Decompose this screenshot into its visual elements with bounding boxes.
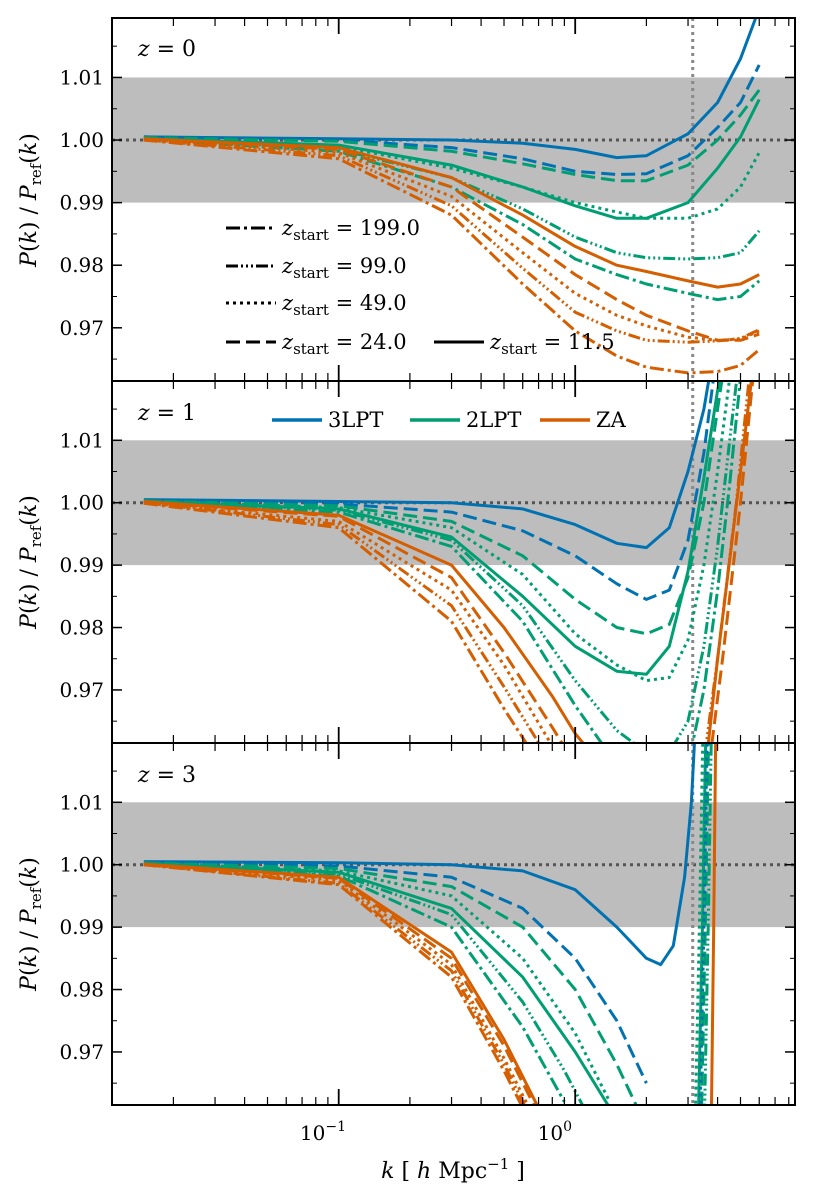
- series-2lpt-zstart-199: [143, 381, 742, 743]
- y-tick-label: 0.99: [59, 191, 104, 215]
- y-tick-label: 1.01: [59, 428, 104, 452]
- series-2lpt-zstart-99: [143, 862, 585, 1105]
- y-tick-label: 0.99: [59, 915, 104, 939]
- series-2lpt-zstart-11p5: [143, 862, 610, 1105]
- series-2lpt-zstart-24: [143, 89, 761, 183]
- series-2lpt-zstart-49: [143, 381, 731, 683]
- y-axis-label-panel-z0: P(k) / Pref(k): [17, 133, 45, 268]
- legend-za-label: ZA: [596, 408, 627, 432]
- series-2lpt-zstart-24: [143, 861, 638, 1105]
- x-tick-label-1: 100: [538, 1119, 572, 1145]
- y-tick-label: 0.97: [59, 1040, 104, 1064]
- series-za-zstart-24: [710, 381, 755, 743]
- series-2lpt-zstart-99: [143, 381, 739, 743]
- series-2lpt-zstart-199: [143, 137, 761, 302]
- series-2lpt-zstart-49: [143, 861, 612, 1103]
- y-tick-label: 1.00: [59, 491, 104, 515]
- panel-label-z0: z = 0: [137, 37, 196, 62]
- series-3lpt-zstart-11p5: [143, 381, 711, 550]
- series-za-zstart-11p5: [143, 137, 760, 289]
- legend-zstart-11p5-label: zstart = 11.5: [489, 330, 615, 358]
- axes-frame: [111, 742, 796, 1106]
- series-za-zstart-11p5: [143, 500, 585, 743]
- series-2lpt-zstart-99: [703, 743, 713, 1105]
- series-2lpt-zstart-11p5: [143, 381, 721, 676]
- y-tick-label: 0.98: [59, 978, 104, 1002]
- y-tick-label: 1.00: [59, 853, 104, 877]
- y-tick-label: 0.97: [59, 316, 104, 340]
- series-2lpt-zstart-24: [143, 381, 724, 636]
- series-group: [143, 743, 718, 1105]
- series-za-zstart-199: [143, 501, 528, 743]
- y-tick-label: 1.00: [59, 128, 104, 152]
- legend-zstart-99-label: zstart = 99.0: [281, 254, 407, 282]
- panel-label-z1: z = 1: [137, 401, 196, 426]
- legend-zstart-24-label: zstart = 24.0: [281, 330, 407, 358]
- y-axis-label-panel-z3: P(k) / Pref(k): [17, 857, 45, 992]
- legend-2lpt-label: 2LPT: [466, 408, 521, 432]
- panel-label-z3: z = 3: [137, 763, 196, 788]
- legend-3lpt-label: 3LPT: [328, 408, 383, 432]
- series-3lpt-zstart-11p5: [143, 18, 758, 160]
- panel-z3: 0.97 0.98 0.99 1.00 1.01: [59, 742, 796, 1106]
- legend-zstart: zstart = 199.0 zstart = 99.0 zstart = 49…: [226, 216, 615, 358]
- series-2lpt-zstart-49: [694, 743, 705, 1105]
- y-tick-label: 1.01: [59, 65, 104, 89]
- panel-z1: 0.97 0.98 0.99 1.00 1.01: [59, 380, 796, 744]
- panel-z0: 0.97 0.98 0.99 1.00 1.01: [59, 17, 796, 382]
- series-za-zstart-49: [143, 863, 530, 1105]
- series-3lpt-zstart-24: [143, 381, 715, 601]
- y-tick-label: 0.98: [59, 616, 104, 640]
- x-axis-label: k [ h Mpc−1 ]: [381, 1155, 525, 1184]
- series-3lpt-zstart-49: [698, 743, 709, 1105]
- y-tick-label: 0.99: [59, 553, 104, 577]
- series-3lpt-zstart-11p5: [143, 743, 696, 967]
- series-za-zstart-99: [143, 138, 760, 344]
- series-za-zstart-199: [143, 863, 523, 1105]
- series-3lpt-zstart-24: [143, 860, 648, 1084]
- series-za-zstart-11p5: [710, 743, 718, 1105]
- y-axis-label-panel-z1: P(k) / Pref(k): [17, 495, 45, 630]
- series-2lpt-zstart-11p5: [143, 98, 761, 220]
- series-group: [143, 18, 761, 375]
- y-tick-label: 0.97: [59, 678, 104, 702]
- y-tick-label: 0.98: [59, 253, 104, 277]
- series-3lpt-zstart-24: [143, 64, 761, 176]
- legend-zstart-199-label: zstart = 199.0: [281, 216, 420, 244]
- series-za-zstart-24: [143, 862, 536, 1105]
- series-za-zstart-199: [143, 138, 761, 375]
- series-group: [143, 381, 755, 743]
- legend-models: 3LPT 2LPT ZA: [272, 408, 627, 432]
- y-tick-label: 1.01: [59, 790, 104, 814]
- legend-zstart-49-label: zstart = 49.0: [281, 291, 407, 319]
- series-za-zstart-99: [704, 381, 751, 743]
- x-tick-label-0p1: 10−1: [300, 1119, 346, 1145]
